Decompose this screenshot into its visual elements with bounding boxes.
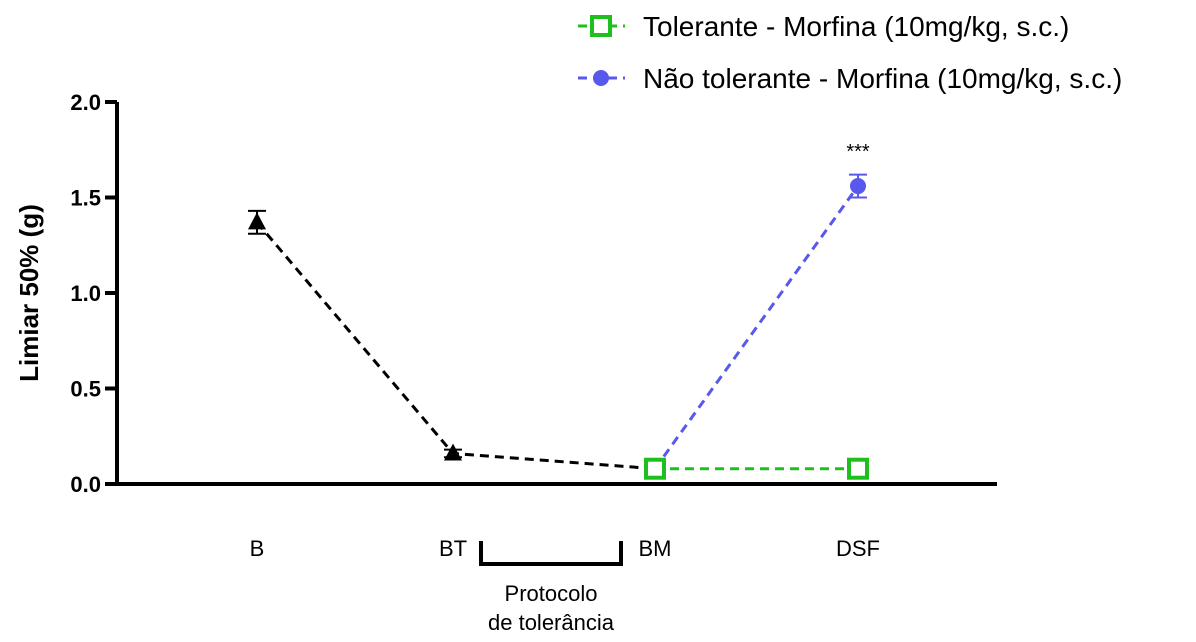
x-category-label: BM bbox=[639, 536, 672, 561]
data-point-square bbox=[847, 457, 869, 480]
series-line bbox=[255, 221, 656, 471]
data-point-triangle bbox=[248, 212, 266, 230]
legend-label: Tolerante - Morfina (10mg/kg, s.c.) bbox=[643, 11, 1069, 42]
y-axis-label: Limiar 50% (g) bbox=[14, 204, 44, 382]
x-category-label: BT bbox=[439, 536, 467, 561]
significance-marker: *** bbox=[846, 141, 870, 163]
x-category-label: DSF bbox=[836, 536, 880, 561]
y-tick-label: 0.5 bbox=[70, 377, 101, 402]
protocol-label-line2: de tolerância bbox=[488, 610, 615, 635]
y-tick-label: 0.0 bbox=[70, 472, 101, 497]
protocol-bracket bbox=[479, 541, 623, 566]
data-point-square bbox=[644, 457, 666, 480]
data-point-circle bbox=[593, 70, 609, 86]
data-point-circle bbox=[850, 178, 866, 195]
series-line bbox=[653, 185, 860, 470]
y-tick-label: 2.0 bbox=[70, 90, 101, 115]
x-category-label: B bbox=[250, 536, 265, 561]
y-tick-label: 1.0 bbox=[70, 281, 101, 306]
data-point-square bbox=[590, 15, 612, 37]
y-tick-label: 1.5 bbox=[70, 186, 101, 211]
legend-label: Não tolerante - Morfina (10mg/kg, s.c.) bbox=[643, 63, 1122, 94]
protocol-label-line1: Protocolo bbox=[505, 581, 598, 606]
data-point-triangle bbox=[444, 443, 462, 461]
